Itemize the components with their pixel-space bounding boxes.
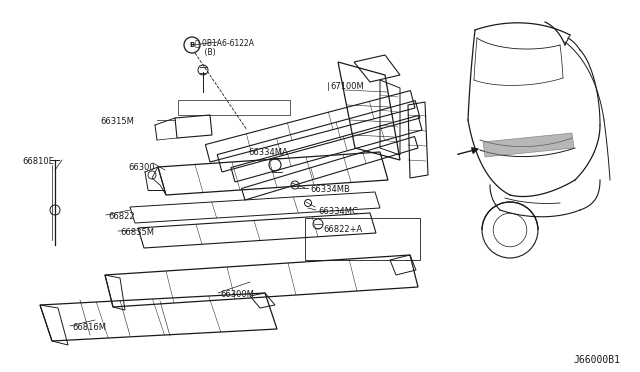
Text: J66000B1: J66000B1 [573, 355, 620, 365]
Text: 66822+A: 66822+A [323, 225, 362, 234]
Text: 66334MC: 66334MC [318, 207, 358, 216]
Text: Ⓑ 0B1A6-6122A
    (B): Ⓑ 0B1A6-6122A (B) [195, 38, 254, 57]
Text: 66315M: 66315M [100, 117, 134, 126]
Text: 66300: 66300 [128, 163, 155, 172]
Text: 66822: 66822 [108, 212, 134, 221]
Text: 66300M: 66300M [220, 290, 254, 299]
Text: 66334MA: 66334MA [248, 148, 288, 157]
Text: B: B [189, 42, 195, 48]
Text: 66810E: 66810E [22, 157, 54, 166]
Text: 66816M: 66816M [72, 323, 106, 332]
Text: 67100M: 67100M [330, 82, 364, 91]
Polygon shape [483, 133, 574, 157]
Text: 66835M: 66835M [120, 228, 154, 237]
Text: 66334MB: 66334MB [310, 185, 350, 194]
